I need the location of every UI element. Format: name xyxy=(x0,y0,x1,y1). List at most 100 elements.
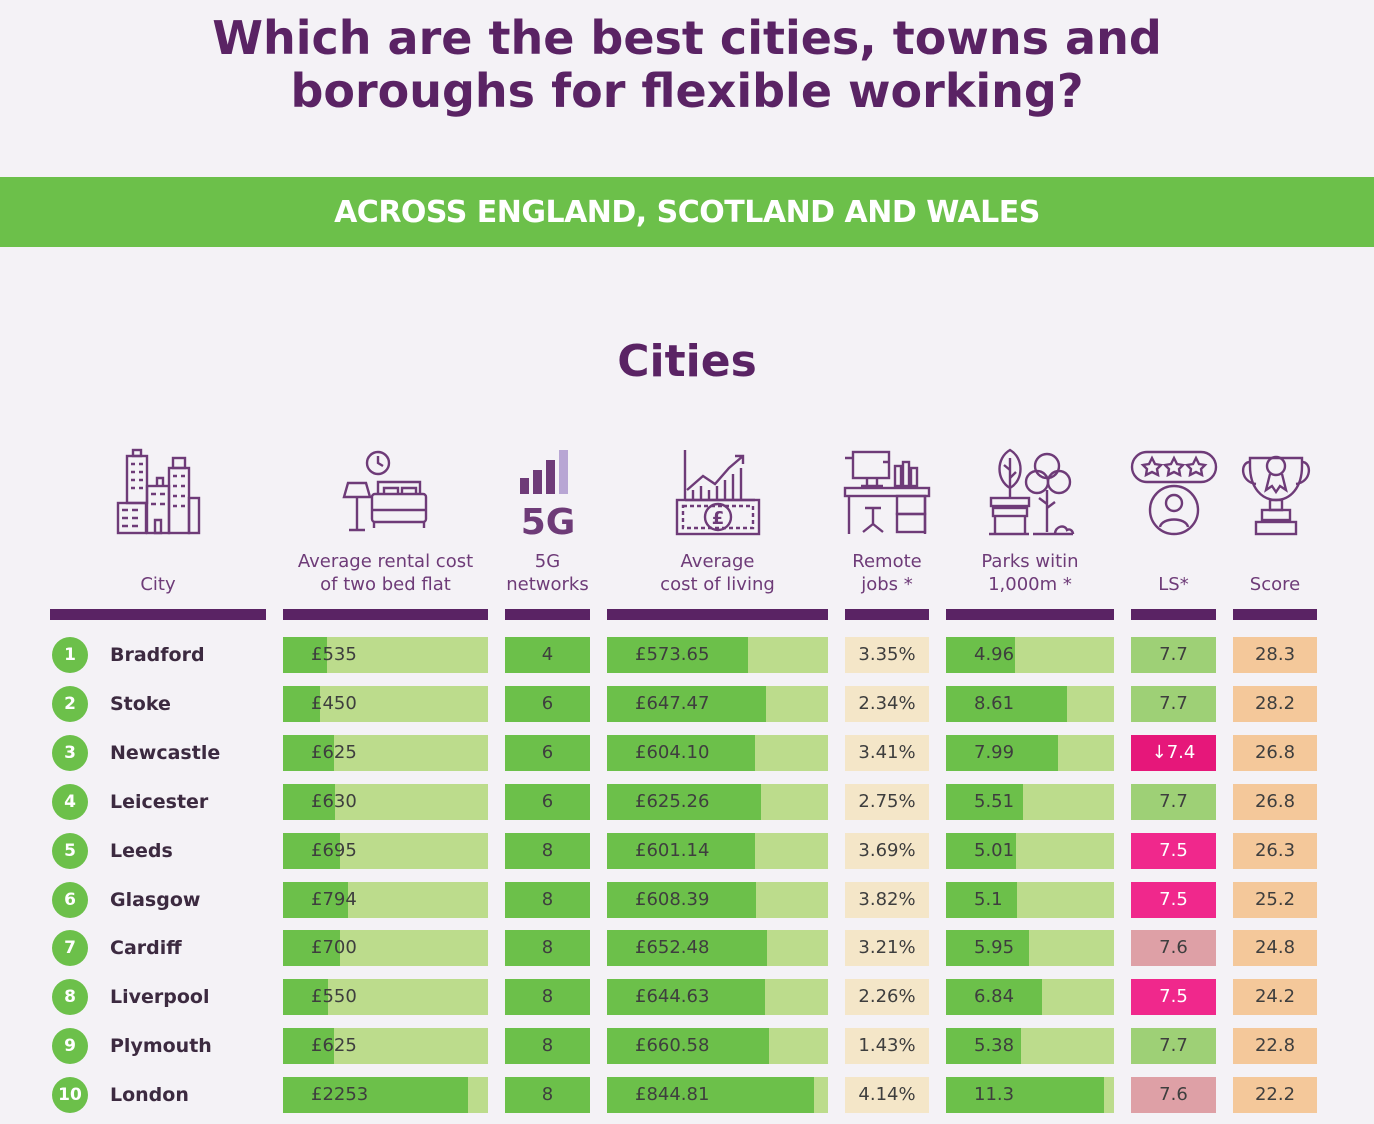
fiveg-cell: 8 xyxy=(505,930,590,967)
money-growth-icon: £ xyxy=(673,448,763,538)
rent-value: £794 xyxy=(311,888,357,910)
rank-badge: 6 xyxy=(52,881,88,918)
parks-bar-fill xyxy=(946,930,1030,967)
rent-value: £535 xyxy=(311,644,357,665)
column-divider-rent xyxy=(283,609,488,620)
cost-of-living-cell: £660.58 xyxy=(607,1028,828,1065)
column-label-rent: Average rental cost of two bed flat xyxy=(283,548,488,596)
fiveg-value: 8 xyxy=(541,986,554,1008)
column-label-parks-line-2: 1,000m * xyxy=(988,574,1072,595)
parks-cell: 5.1 xyxy=(946,881,1114,918)
remote-jobs-value: 3.41% xyxy=(858,741,916,763)
city-name: Glasgow xyxy=(110,888,201,911)
rent-bar-fill xyxy=(283,979,329,1016)
parks-cell: 5.38 xyxy=(946,1028,1114,1065)
ls-cell: ↓7.4 xyxy=(1131,734,1216,771)
svg-text:5G: 5G xyxy=(521,502,576,538)
cost-of-living-bar-fill xyxy=(607,832,755,869)
cost-of-living-value: £660.58 xyxy=(635,1035,710,1057)
remote-jobs-cell: 2.75% xyxy=(845,783,929,820)
parks-bar-fill xyxy=(946,734,1058,771)
ls-value: 7.5 xyxy=(1159,986,1188,1008)
score-value: 22.2 xyxy=(1254,1084,1296,1106)
remote-jobs-value: 3.35% xyxy=(858,644,916,665)
column-label-city: City xyxy=(50,548,266,596)
column-label-ls-line-1: LS* xyxy=(1158,574,1189,595)
score-cell: 22.2 xyxy=(1233,1077,1317,1114)
fiveg-cell: 6 xyxy=(505,734,590,771)
ls-cell: 7.7 xyxy=(1131,685,1216,722)
remote-jobs-value: 1.43% xyxy=(858,1035,916,1057)
trophy-icon xyxy=(1238,448,1314,538)
parks-value: 5.01 xyxy=(974,839,1015,861)
fiveg-value: 4 xyxy=(541,644,554,665)
parks-bar-fill xyxy=(946,685,1067,722)
fiveg-cell: 8 xyxy=(505,1077,590,1114)
parks-value: 5.38 xyxy=(974,1035,1015,1057)
remote-jobs-cell: 1.43% xyxy=(845,1028,929,1065)
rank-badge: 9 xyxy=(52,1028,88,1065)
rent-cell: £550 xyxy=(283,979,488,1016)
remote-jobs-value: 3.69% xyxy=(858,839,916,861)
city-name: Stoke xyxy=(110,692,171,715)
cost-of-living-bar-fill xyxy=(607,637,748,673)
score-value: 24.8 xyxy=(1254,937,1296,959)
parks-value: 11.3 xyxy=(974,1084,1015,1106)
page-title-line-1: Which are the best cities, towns and xyxy=(212,11,1162,65)
ls-value: 7.6 xyxy=(1159,937,1188,959)
rent-bar-fill xyxy=(283,637,327,673)
remote-jobs-cell: 2.34% xyxy=(845,685,929,722)
svg-text:£: £ xyxy=(712,508,725,529)
score-cell: 24.2 xyxy=(1233,979,1317,1016)
remote-jobs-value: 2.75% xyxy=(858,790,916,812)
rent-bar-fill xyxy=(283,1028,335,1065)
parks-cell: 7.99 xyxy=(946,734,1114,771)
column-label-rent-line-2: of two bed flat xyxy=(320,574,451,595)
rent-cell: £625 xyxy=(283,734,488,771)
cost-of-living-bar-fill xyxy=(607,1077,815,1114)
page-title-line-2: boroughs for flexible working? xyxy=(290,64,1084,118)
column-label-rent-line-1: Average rental cost xyxy=(297,551,474,572)
ls-value: 7.7 xyxy=(1159,644,1188,665)
score-cell: 26.8 xyxy=(1233,783,1317,820)
score-value: 26.8 xyxy=(1254,790,1296,812)
parks-bar-fill xyxy=(946,881,1018,918)
column-label-5g-line-2: networks xyxy=(506,574,589,595)
rent-cell: £700 xyxy=(283,930,488,967)
fiveg-value: 8 xyxy=(541,937,554,959)
parks-bar-fill xyxy=(946,979,1042,1016)
rent-bar-fill xyxy=(283,881,349,918)
rank-badge: 3 xyxy=(52,734,88,771)
city-name: Bradford xyxy=(110,644,205,666)
rent-bar-fill xyxy=(283,832,340,869)
fiveg-cell: 8 xyxy=(505,979,590,1016)
column-divider-cost-of-living xyxy=(607,609,828,620)
rent-value: £700 xyxy=(311,937,357,959)
cost-of-living-cell: £608.39 xyxy=(607,881,828,918)
cost-of-living-value: £573.65 xyxy=(635,644,710,665)
remote-jobs-cell: 3.41% xyxy=(845,734,929,771)
rank-badge: 5 xyxy=(52,832,88,869)
score-cell: 26.3 xyxy=(1233,832,1317,869)
score-value: 26.3 xyxy=(1254,839,1296,861)
remote-jobs-cell: 3.21% xyxy=(845,930,929,967)
rank-badge: 1 xyxy=(52,637,88,673)
parks-cell: 5.95 xyxy=(946,930,1114,967)
parks-bar-fill xyxy=(946,783,1024,820)
parks-value: 5.95 xyxy=(974,937,1015,959)
fiveg-value: 8 xyxy=(541,888,554,910)
city-name: Plymouth xyxy=(110,1035,212,1058)
fiveg-cell: 8 xyxy=(505,881,590,918)
ls-value: 7.7 xyxy=(1159,790,1188,812)
cost-of-living-value: £844.81 xyxy=(635,1084,710,1106)
cost-of-living-value: £652.48 xyxy=(635,937,710,959)
ls-value: 7.5 xyxy=(1159,839,1188,861)
remote-jobs-value: 3.21% xyxy=(858,937,916,959)
cost-of-living-cell: £573.65 xyxy=(607,637,828,673)
rent-cell: £695 xyxy=(283,832,488,869)
cost-of-living-value: £647.47 xyxy=(635,692,710,714)
column-label-col-line-1: Average xyxy=(680,551,755,572)
fiveg-value: 6 xyxy=(541,790,554,812)
column-label-remote-line-1: Remote xyxy=(852,551,922,572)
fiveg-value: 8 xyxy=(541,1084,554,1106)
